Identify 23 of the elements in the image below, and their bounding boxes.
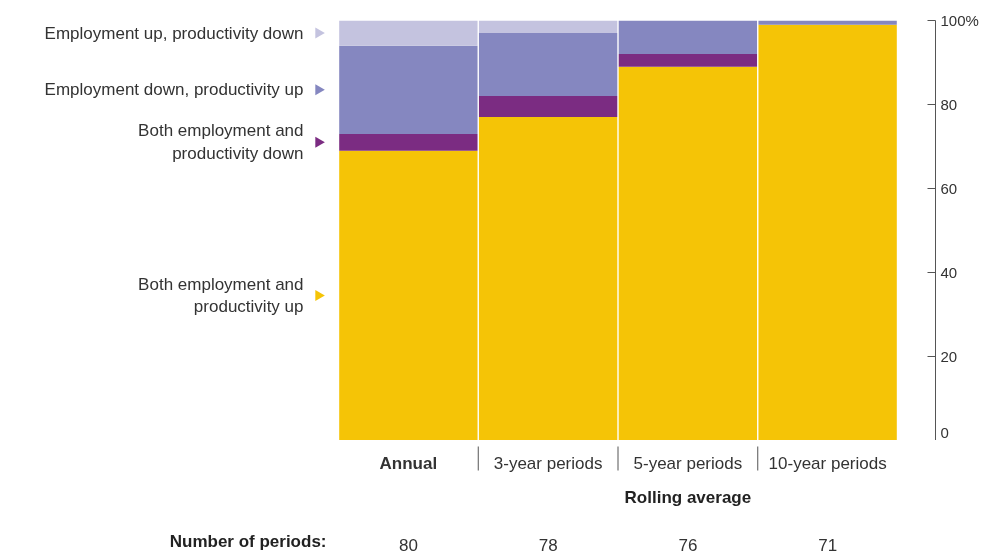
y-tick-label: 20 [940, 348, 958, 365]
bar [618, 54, 758, 67]
legend-label: Employment down, productivity up [44, 80, 304, 100]
y-tick-label: 80 [940, 96, 958, 113]
x-tick-label: 10-year periods [768, 453, 887, 473]
bar [478, 96, 618, 118]
y-tick-label: 60 [940, 180, 958, 197]
legend-label: Employment up, productivity down [44, 23, 304, 43]
x-tick-label: 3-year periods [493, 453, 603, 473]
y-tick-label: 100% [940, 12, 979, 29]
y-tick-label: 40 [940, 264, 958, 281]
y-tick-label: 0 [940, 423, 949, 441]
text: Rolling average [624, 487, 752, 507]
legend-label: Both employment and productivity down [138, 121, 304, 164]
x-tick-label: Annual [379, 453, 438, 473]
text: 76 [678, 535, 698, 553]
legend-label: Both employment and productivity up [138, 274, 304, 317]
x-tick-label: 5-year periods [633, 453, 743, 473]
text: 78 [538, 535, 558, 553]
text: Number of periods: [169, 531, 327, 551]
text: 80 [398, 535, 418, 553]
text: 71 [818, 535, 838, 553]
bar [339, 133, 478, 151]
